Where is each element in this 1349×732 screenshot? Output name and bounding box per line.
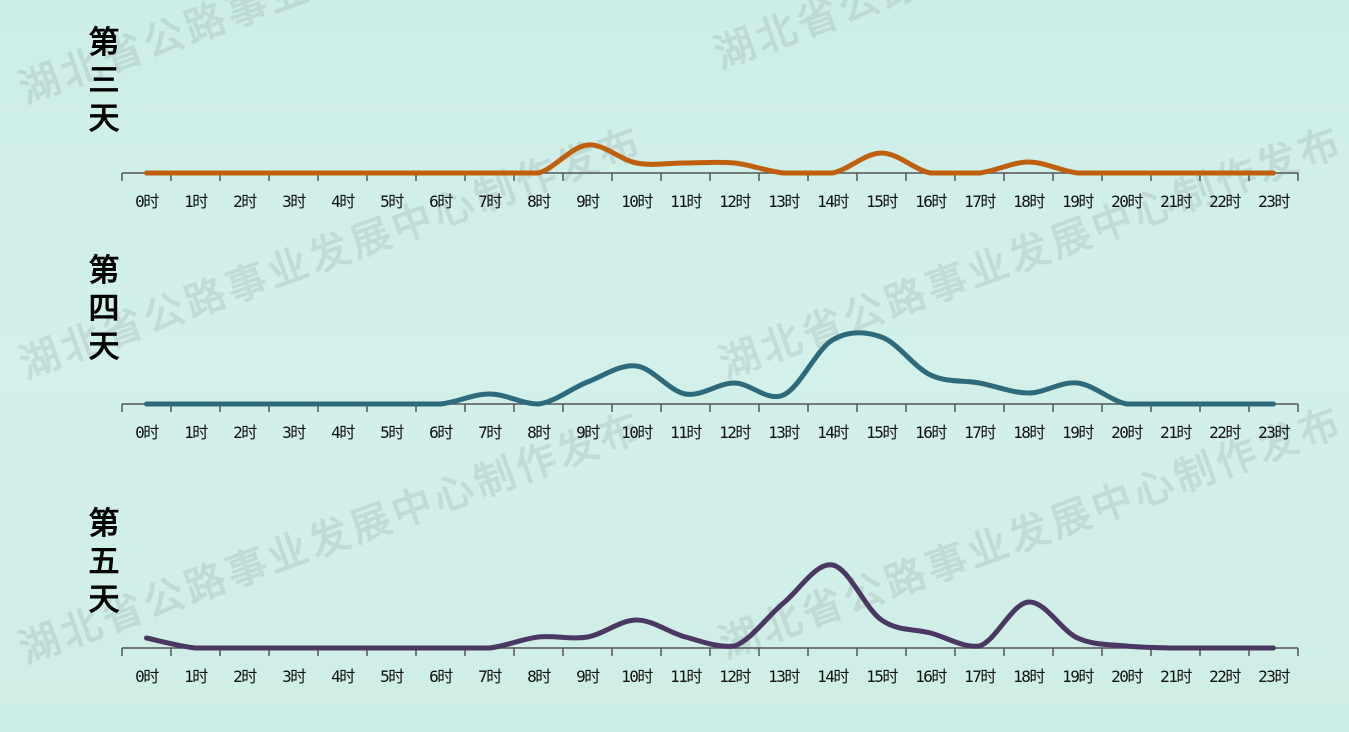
x-tick-label: 10时 (621, 423, 653, 442)
x-tick-label: 8时 (527, 667, 551, 686)
x-tick-label: 13时 (768, 192, 800, 211)
x-tick-label: 2时 (233, 423, 257, 442)
x-tick-label: 14时 (817, 667, 849, 686)
x-tick-label: 16时 (915, 667, 947, 686)
x-tick-label: 16时 (915, 192, 947, 211)
x-tick-label: 1时 (184, 192, 208, 211)
x-tick-label: 23时 (1258, 667, 1290, 686)
x-tick-label: 18时 (1013, 192, 1045, 211)
x-tick-label: 11时 (670, 192, 702, 211)
x-tick-label: 22时 (1209, 192, 1241, 211)
x-tick-label: 14时 (817, 192, 849, 211)
x-tick-label: 19时 (1062, 192, 1094, 211)
x-tick-label: 15时 (866, 667, 898, 686)
x-tick-label: 5时 (380, 192, 404, 211)
x-tick-label: 7时 (478, 192, 502, 211)
x-tick-label: 10时 (621, 667, 653, 686)
x-tick-label: 2时 (233, 667, 257, 686)
x-tick-label: 21时 (1160, 192, 1192, 211)
x-tick-label: 20时 (1111, 423, 1143, 442)
x-tick-label: 19时 (1062, 423, 1094, 442)
x-tick-label: 19时 (1062, 667, 1094, 686)
x-tick-label: 14时 (817, 423, 849, 442)
x-tick-label: 4时 (331, 192, 355, 211)
x-tick-label: 16时 (915, 423, 947, 442)
x-tick-label: 0时 (135, 423, 159, 442)
x-tick-label: 6时 (429, 667, 453, 686)
x-tick-label: 18时 (1013, 423, 1045, 442)
x-tick-label: 3时 (282, 667, 306, 686)
x-tick-label: 15时 (866, 423, 898, 442)
x-tick-label: 8时 (527, 192, 551, 211)
x-tick-label: 21时 (1160, 667, 1192, 686)
x-tick-label: 0时 (135, 667, 159, 686)
x-tick-label: 15时 (866, 192, 898, 211)
x-tick-label: 21时 (1160, 423, 1192, 442)
x-tick-label: 12时 (719, 423, 751, 442)
x-tick-label: 17时 (964, 423, 996, 442)
x-tick-label: 0时 (135, 192, 159, 211)
x-tick-label: 23时 (1258, 192, 1290, 211)
x-tick-label: 2时 (233, 192, 257, 211)
day-5-title: 第五天 (88, 506, 120, 618)
x-tick-label: 5时 (380, 423, 404, 442)
series-line (144, 562, 1276, 651)
x-tick-label: 11时 (670, 667, 702, 686)
x-tick-label: 4时 (331, 423, 355, 442)
x-tick-label: 6时 (429, 423, 453, 442)
x-tick-label: 13时 (768, 423, 800, 442)
x-tick-label: 3时 (282, 423, 306, 442)
x-tick-label: 18时 (1013, 667, 1045, 686)
x-tick-label: 3时 (282, 192, 306, 211)
x-tick-label: 9时 (576, 192, 600, 211)
x-tick-label: 7时 (478, 423, 502, 442)
x-tick-label: 1时 (184, 423, 208, 442)
day-4-title: 第四天 (88, 253, 120, 365)
day-3-title: 第三天 (88, 25, 120, 137)
series-line (144, 330, 1276, 407)
x-tick-label: 10时 (621, 192, 653, 211)
x-tick-label: 8时 (527, 423, 551, 442)
x-tick-label: 6时 (429, 192, 453, 211)
x-tick-label: 20时 (1111, 667, 1143, 686)
x-tick-label: 7时 (478, 667, 502, 686)
x-tick-label: 9时 (576, 423, 600, 442)
x-tick-label: 11时 (670, 423, 702, 442)
x-tick-label: 4时 (331, 667, 355, 686)
x-tick-label: 17时 (964, 192, 996, 211)
x-tick-label: 12时 (719, 192, 751, 211)
x-tick-label: 22时 (1209, 667, 1241, 686)
x-tick-label: 9时 (576, 667, 600, 686)
x-tick-label: 23时 (1258, 423, 1290, 442)
x-tick-label: 20时 (1111, 192, 1143, 211)
x-tick-label: 1时 (184, 667, 208, 686)
x-tick-label: 17时 (964, 667, 996, 686)
x-tick-label: 13时 (768, 667, 800, 686)
x-tick-label: 12时 (719, 667, 751, 686)
x-tick-label: 22时 (1209, 423, 1241, 442)
x-tick-label: 5时 (380, 667, 404, 686)
series-line (144, 142, 1276, 176)
